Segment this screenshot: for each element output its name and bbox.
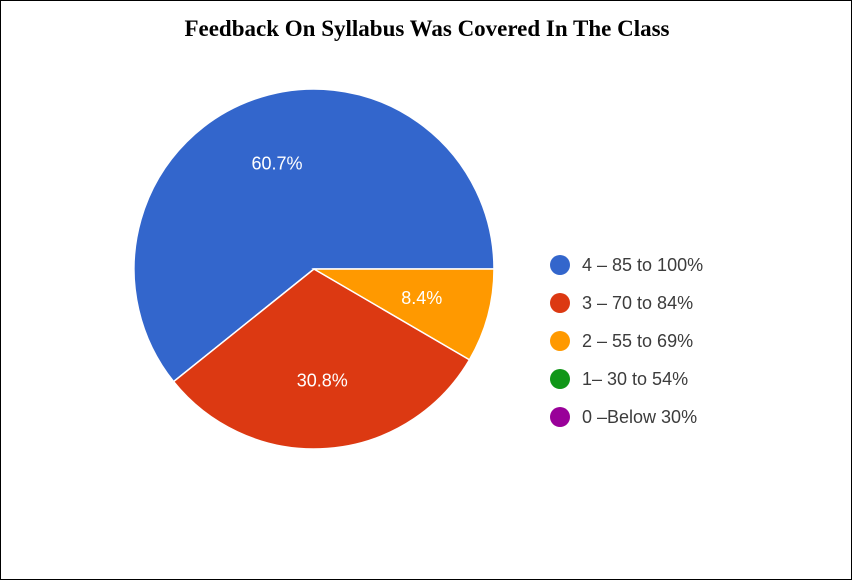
slice-value-label-2: 8.4%	[401, 288, 442, 308]
legend-marker-1	[550, 293, 570, 313]
chart-title: Feedback On Syllabus Was Covered In The …	[184, 16, 670, 41]
pie-slice-1	[172, 268, 471, 450]
legend-label-3: 1– 30 to 54%	[582, 369, 688, 389]
legend-marker-4	[550, 407, 570, 427]
legend-label-0: 4 – 85 to 100%	[582, 255, 703, 275]
pie-slice-2	[311, 268, 495, 361]
legend-label-1: 3 – 70 to 84%	[582, 293, 693, 313]
legend-label-4: 0 –Below 30%	[582, 407, 697, 427]
slice-value-label-1: 30.8%	[297, 370, 348, 390]
legend-marker-3	[550, 369, 570, 389]
legend-marker-0	[550, 255, 570, 275]
legend-label-2: 2 – 55 to 69%	[582, 331, 693, 351]
pie-slice-0	[133, 88, 495, 383]
slice-value-label-0: 60.7%	[251, 154, 302, 174]
legend-marker-2	[550, 331, 570, 351]
